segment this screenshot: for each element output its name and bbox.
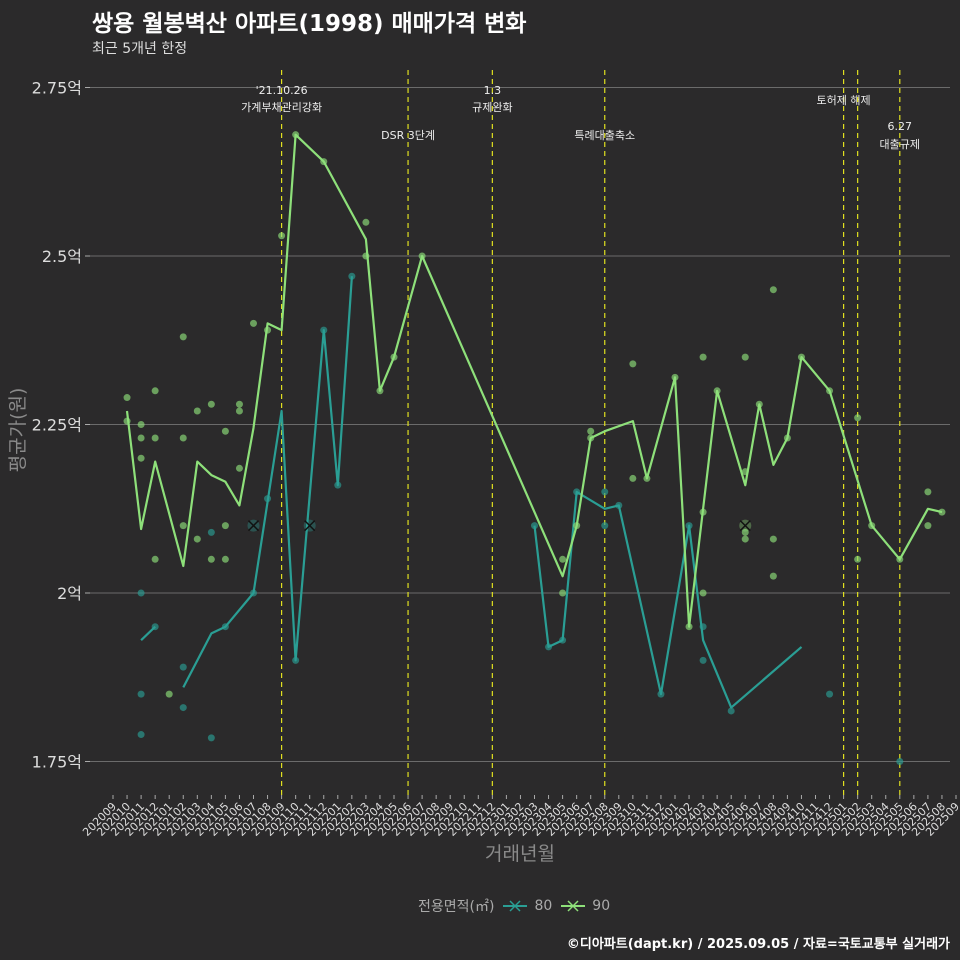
- event-label: 토허제 해제: [817, 93, 871, 107]
- data-point-90: [854, 555, 862, 563]
- data-point-80: [727, 707, 735, 715]
- data-point-80: [207, 528, 215, 536]
- series-group: [123, 131, 946, 765]
- event-label: '21.10.26: [256, 84, 308, 97]
- x-axis-label: 거래년월: [485, 843, 555, 865]
- data-point-90: [741, 535, 749, 543]
- data-point-90: [587, 427, 595, 435]
- event-label: DSR 3단계: [381, 129, 435, 142]
- data-point-90: [235, 400, 243, 408]
- series-line-90: [125, 133, 943, 628]
- event-label: 규제완화: [472, 101, 512, 114]
- data-point-80: [601, 488, 609, 496]
- data-point-90: [193, 407, 201, 415]
- data-point-90: [207, 555, 215, 563]
- data-point-90: [137, 454, 145, 462]
- legend-label-80: 80: [534, 898, 553, 914]
- y-axis-label: 평균가(원): [7, 388, 29, 473]
- data-point-90: [769, 572, 777, 580]
- data-point-90: [924, 522, 932, 530]
- series-line-80: [182, 276, 353, 688]
- data-point-90: [151, 555, 159, 563]
- event-label: 6.27: [888, 120, 913, 133]
- data-point-90: [179, 333, 187, 341]
- data-point-90: [629, 474, 637, 482]
- series-line-80: [140, 625, 156, 641]
- legend-label-90: 90: [592, 898, 611, 914]
- y-tick-label: 2.5억: [42, 247, 82, 266]
- legend-item-80: 80: [502, 898, 552, 914]
- data-point-80: [896, 758, 904, 765]
- data-point-90: [769, 535, 777, 543]
- event-label: 대출규제: [880, 138, 920, 151]
- data-point-90: [221, 522, 229, 530]
- legend-swatch-80: [503, 900, 528, 912]
- data-point-80: [601, 522, 609, 530]
- data-point-80: [207, 734, 215, 742]
- y-tick-label: 1.75억: [32, 753, 82, 772]
- y-tick-label: 2.25억: [32, 416, 82, 435]
- data-point-90: [629, 360, 637, 368]
- data-point-80: [179, 704, 187, 712]
- data-point-80: [137, 690, 145, 698]
- data-point-90: [741, 528, 749, 536]
- data-point-80: [137, 731, 145, 739]
- source-caption: ©디아파트(dapt.kr) / 2025.09.05 / 자료=국토교통부 실…: [566, 937, 950, 952]
- data-point-80: [137, 589, 145, 597]
- data-point-90: [137, 421, 145, 428]
- series-line-80: [533, 490, 803, 709]
- data-point-90: [278, 232, 286, 240]
- data-point-90: [769, 286, 777, 294]
- data-point-90: [151, 434, 159, 442]
- cross-marker-80: [304, 520, 316, 532]
- data-point-80: [826, 690, 834, 698]
- data-point-90: [165, 690, 173, 698]
- y-tick-label: 2억: [57, 584, 82, 603]
- gridlines: [85, 87, 950, 762]
- data-point-90: [221, 555, 229, 563]
- data-point-80: [699, 656, 707, 664]
- legend-swatch-90: [561, 900, 586, 912]
- data-point-90: [207, 400, 215, 408]
- data-point-90: [179, 522, 187, 530]
- data-point-90: [179, 434, 187, 442]
- chart-subtitle: 최근 5개년 한정: [92, 41, 188, 57]
- legend-item-90: 90: [560, 898, 610, 914]
- y-tick-label: 2.75억: [32, 79, 82, 98]
- data-point-90: [235, 407, 243, 415]
- data-point-90: [699, 353, 707, 361]
- legend-title: 전용면적(㎡): [418, 899, 495, 915]
- data-point-90: [221, 427, 229, 435]
- data-point-90: [699, 589, 707, 597]
- cross-marker-90: [739, 520, 751, 532]
- data-point-90: [741, 353, 749, 361]
- data-point-90: [362, 218, 370, 226]
- data-point-90: [193, 535, 201, 543]
- data-point-90: [924, 488, 932, 496]
- data-point-90: [137, 434, 145, 442]
- y-tick-labels: 1.75억 2억 2.25억 2.5억 2.75억: [32, 79, 82, 772]
- chart-title: 쌍용 월봉벽산 아파트(1998) 매매가격 변화: [92, 11, 527, 37]
- data-point-90: [250, 319, 257, 327]
- data-point-90: [235, 464, 243, 472]
- x-tick-labels: 2020092020102020112020122021012021022021…: [80, 795, 960, 839]
- event-label: 가계부채관리강화: [241, 101, 322, 114]
- event-label: 특례대출축소: [574, 129, 635, 142]
- data-point-80: [179, 663, 187, 671]
- data-point-90: [123, 394, 131, 402]
- data-point-90: [559, 555, 567, 563]
- data-point-90: [559, 589, 567, 597]
- cross-marker-80: [247, 520, 260, 532]
- data-point-90: [854, 414, 862, 422]
- legend: 전용면적(㎡) 80 90: [418, 896, 610, 916]
- event-label: 1.3: [484, 84, 502, 97]
- data-point-90: [151, 387, 159, 395]
